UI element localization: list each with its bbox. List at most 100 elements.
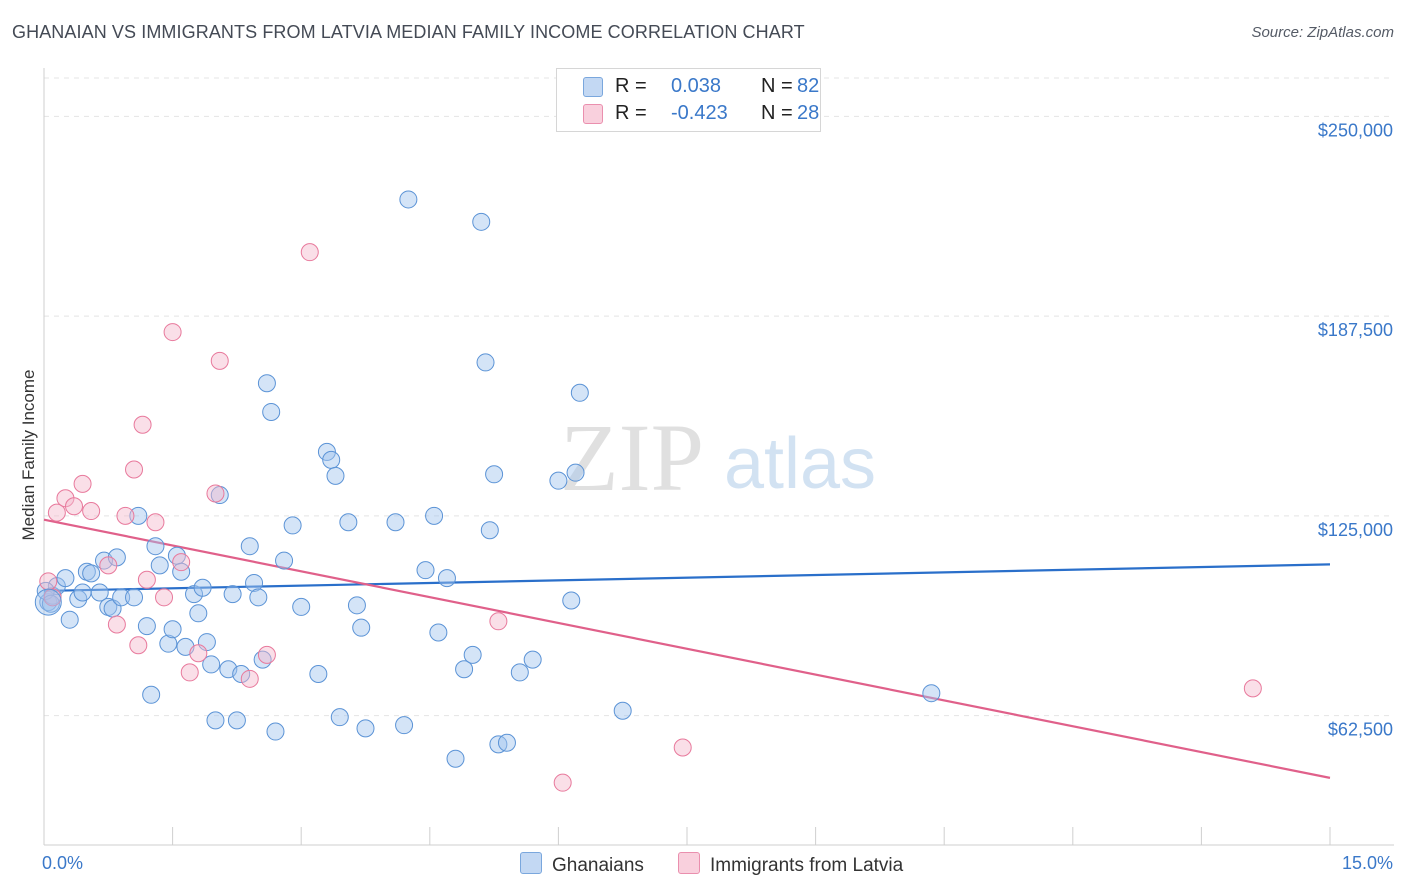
legend-n-label: N =: [761, 75, 793, 97]
legend-r-value: 0.038: [671, 75, 722, 97]
ghanaians-point: [322, 450, 341, 469]
ghanaians-point: [90, 583, 109, 602]
latvia-point: [155, 588, 174, 607]
x-tick-label-start: 0.0%: [42, 853, 83, 873]
latvia-point: [133, 415, 152, 434]
ghanaians-point: [129, 506, 148, 525]
ghanaians-point: [34, 588, 62, 616]
ghanaians-point: [549, 471, 568, 490]
latvia-point: [489, 612, 508, 631]
ghanaians-point: [437, 569, 456, 588]
legend-r-label: R =: [615, 75, 647, 97]
ghanaians-point: [206, 711, 225, 730]
latvia-point: [73, 474, 92, 493]
ghanaians-point: [429, 623, 448, 642]
ghanaians-point: [292, 597, 311, 616]
legend-label-ghanaians: Ghanaians: [552, 855, 644, 876]
latvia-point: [300, 243, 319, 262]
ghanaians-point: [922, 684, 941, 703]
ghanaians-point: [395, 716, 414, 735]
ghanaians-point: [275, 551, 294, 570]
latvia-point: [43, 588, 62, 607]
chart-title: GHANAIAN VS IMMIGRANTS FROM LATVIA MEDIA…: [12, 22, 805, 42]
tick-labels: $62,500 $125,000 $187,500 $250,000 0.0% 15.0%: [42, 120, 1393, 873]
ghanaians-point: [60, 610, 79, 629]
legend-swatch-ghanaians: [520, 852, 542, 874]
ghanaians-point: [416, 561, 435, 580]
ghanaians-point: [330, 708, 349, 727]
ghanaians-point: [566, 463, 585, 482]
ghanaians-point: [317, 442, 336, 461]
ghanaians-point: [159, 634, 178, 653]
ghanaians-point: [193, 578, 212, 597]
ghanaians-point: [425, 506, 444, 525]
latvia-point: [39, 572, 58, 591]
watermark: ZIP atlas: [560, 404, 876, 511]
ghanaians-point: [240, 537, 259, 556]
ghanaians-point: [150, 556, 169, 575]
latvia-point: [99, 556, 118, 575]
ghanaians-point: [455, 660, 474, 679]
ghanaians-point: [309, 665, 328, 684]
legend-n-label: N =: [761, 102, 793, 124]
legend-n-value: 28: [797, 102, 820, 124]
ghanaians-point: [125, 588, 144, 607]
latvia-point: [206, 484, 225, 503]
ghanaians-point: [347, 596, 366, 615]
ghanaians-point: [283, 516, 302, 535]
ghanaians-point: [613, 701, 632, 720]
y-tick-label: $250,000: [1318, 120, 1393, 140]
latvia-point: [189, 644, 208, 663]
ghanaians-point: [73, 583, 92, 602]
latvia-point: [47, 503, 66, 522]
ghanaians-point: [339, 513, 358, 532]
legend-label-latvia: Immigrants from Latvia: [710, 855, 904, 876]
latvia-point: [137, 570, 156, 589]
ghanaians-point: [352, 618, 371, 637]
gridlines: [44, 77, 1394, 717]
latvia-point: [172, 553, 191, 572]
latvia-point: [210, 351, 229, 370]
legend-item-ghanaians: Ghanaians: [520, 852, 644, 877]
ghanaians-point: [227, 711, 246, 730]
ghanaians-point: [257, 374, 276, 393]
ghanaians-point: [163, 620, 182, 639]
ghanaians-point: [510, 663, 529, 682]
ghanaians-point: [146, 537, 165, 556]
ghanaians-point: [82, 564, 101, 583]
axes: [43, 68, 1394, 846]
latvia-point: [129, 636, 148, 655]
ghanaians-point: [262, 402, 281, 421]
legend-swatch-latvia: [678, 852, 700, 874]
correlation-legend: R = 0.038 N = 82 R = -0.423 N = 28: [556, 68, 821, 132]
y-tick-label: $62,500: [1328, 720, 1393, 740]
ghanaians-point: [137, 617, 156, 636]
latvia-point: [553, 773, 572, 792]
y-tick-label: $125,000: [1318, 520, 1393, 540]
latvia-point: [116, 506, 135, 525]
latvia-point: [107, 615, 126, 634]
ghanaians-point: [570, 383, 589, 402]
ghanaians-point: [41, 594, 60, 613]
latvia-point: [82, 502, 101, 521]
ghanaians-point: [189, 604, 208, 623]
legend-swatch-ghanaians: [583, 77, 603, 97]
trend-lines: [43, 518, 1331, 779]
legend-item-latvia: Immigrants from Latvia: [678, 852, 903, 877]
ghanaians-point: [497, 733, 516, 752]
ghanaians-point: [223, 585, 242, 604]
ghanaians-point: [476, 353, 495, 372]
ghanaians-point: [562, 591, 581, 610]
latvia-trend-line: [43, 518, 1331, 779]
ghanaians-point: [446, 749, 465, 768]
latvia-point: [240, 669, 259, 688]
source-credit: Source: ZipAtlas.com: [1251, 24, 1394, 41]
ghanaians-point: [399, 190, 418, 209]
latvia-point: [673, 738, 692, 757]
latvia-point: [257, 645, 276, 664]
legend-swatch-latvia: [583, 104, 603, 124]
watermark-atlas: atlas: [724, 424, 876, 504]
data-points: [34, 190, 1262, 792]
ghanaians-point: [472, 212, 491, 231]
